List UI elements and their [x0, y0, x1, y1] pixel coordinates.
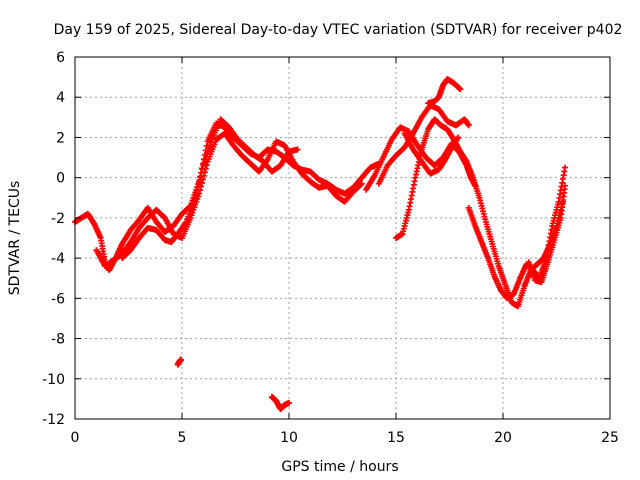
series-track-12: [268, 393, 292, 412]
y-tick-label: -2: [51, 211, 65, 227]
series-track-5: [375, 102, 472, 187]
data-point: [207, 142, 214, 149]
data-point: [286, 399, 292, 406]
data-point: [465, 122, 472, 129]
series-track-2: [93, 130, 365, 270]
data-point: [562, 182, 569, 189]
data-point: [201, 159, 208, 166]
y-tick-label: 2: [56, 130, 65, 146]
y-axis-label: SDTVAR / TECUs: [7, 181, 23, 296]
data-point: [358, 180, 365, 187]
x-tick-label: 10: [280, 430, 298, 446]
x-axis-label: GPS time / hours: [281, 459, 398, 475]
series-track-3: [119, 116, 301, 262]
data-point: [206, 145, 213, 152]
data-point: [200, 162, 207, 169]
y-tick-label: -8: [51, 332, 65, 348]
data-point: [192, 191, 199, 198]
y-tick-label: 6: [56, 50, 65, 66]
y-tick-label: -6: [51, 291, 65, 307]
data-point: [203, 153, 210, 160]
data-point: [177, 356, 184, 363]
data-point: [193, 187, 200, 194]
data-point: [198, 169, 205, 176]
data-point: [204, 150, 211, 157]
series-track-8: [425, 76, 464, 107]
x-tick-label: 15: [387, 430, 405, 446]
series-track-10: [525, 182, 569, 286]
data-point: [196, 176, 203, 183]
data-point: [208, 139, 215, 146]
plot-area: [74, 56, 611, 420]
y-tick-label: 0: [56, 171, 65, 187]
y-tick-label: 4: [56, 90, 65, 106]
x-tick-label: 5: [178, 430, 187, 446]
grid: [75, 57, 610, 419]
data-point: [357, 181, 364, 188]
y-tick-label: -10: [42, 372, 65, 388]
axis-ticks: 0 5 10 15 20 25 -12 -10 -8 -6 -4 -2 0 2 4 6: [42, 50, 619, 446]
series-track-11: [174, 356, 184, 368]
data-point: [455, 134, 462, 141]
data-point: [191, 194, 198, 201]
data-point: [457, 86, 464, 93]
x-tick-label: 25: [601, 430, 619, 446]
chart-title: Day 159 of 2025, Sidereal Day-to-day VTE…: [54, 22, 623, 38]
series-track-7: [401, 130, 462, 177]
data-points: [72, 76, 569, 412]
data-point: [562, 164, 569, 171]
data-point: [197, 173, 204, 180]
y-tick-label: -12: [42, 412, 65, 428]
series-track-9: [465, 164, 569, 302]
x-tick-label: 20: [494, 430, 512, 446]
x-tick-label: 0: [71, 430, 80, 446]
data-point: [202, 156, 209, 163]
y-tick-label: -4: [51, 251, 65, 267]
data-point: [205, 148, 212, 155]
data-point: [194, 184, 201, 191]
data-point: [195, 180, 202, 187]
data-point: [199, 166, 206, 173]
data-point: [294, 146, 301, 153]
